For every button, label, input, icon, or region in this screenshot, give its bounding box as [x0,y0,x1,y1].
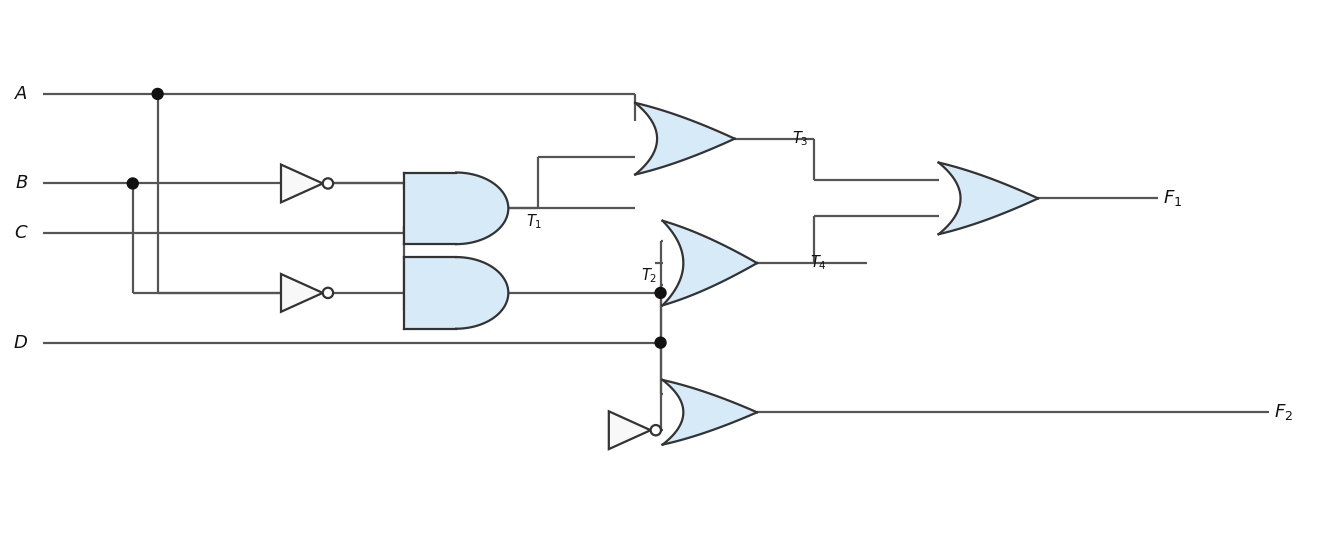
Text: $T_4$: $T_4$ [810,254,827,272]
Polygon shape [938,163,1038,234]
Polygon shape [663,380,757,444]
Circle shape [152,88,163,99]
Polygon shape [403,173,456,244]
Polygon shape [456,173,508,244]
Polygon shape [663,221,757,305]
Circle shape [128,178,138,189]
Polygon shape [281,164,323,202]
Polygon shape [456,257,508,329]
Polygon shape [281,274,323,312]
Text: $\mathit{F}_1$: $\mathit{F}_1$ [1163,189,1181,208]
Circle shape [655,337,667,348]
Polygon shape [403,257,456,329]
Text: $T_1$: $T_1$ [527,212,543,231]
Text: $\mathit{A}$: $\mathit{A}$ [15,85,28,103]
Text: $\mathit{F}_2$: $\mathit{F}_2$ [1274,402,1293,423]
Polygon shape [636,103,735,174]
Polygon shape [609,412,650,449]
Circle shape [650,425,661,435]
Text: $\mathit{D}$: $\mathit{D}$ [13,334,28,352]
Text: $T_3$: $T_3$ [793,129,809,148]
Circle shape [655,288,667,298]
Text: $T_2$: $T_2$ [641,266,657,285]
Text: $\mathit{C}$: $\mathit{C}$ [13,224,28,242]
Circle shape [323,178,333,189]
Text: $\mathit{B}$: $\mathit{B}$ [15,174,28,192]
Circle shape [323,288,333,298]
